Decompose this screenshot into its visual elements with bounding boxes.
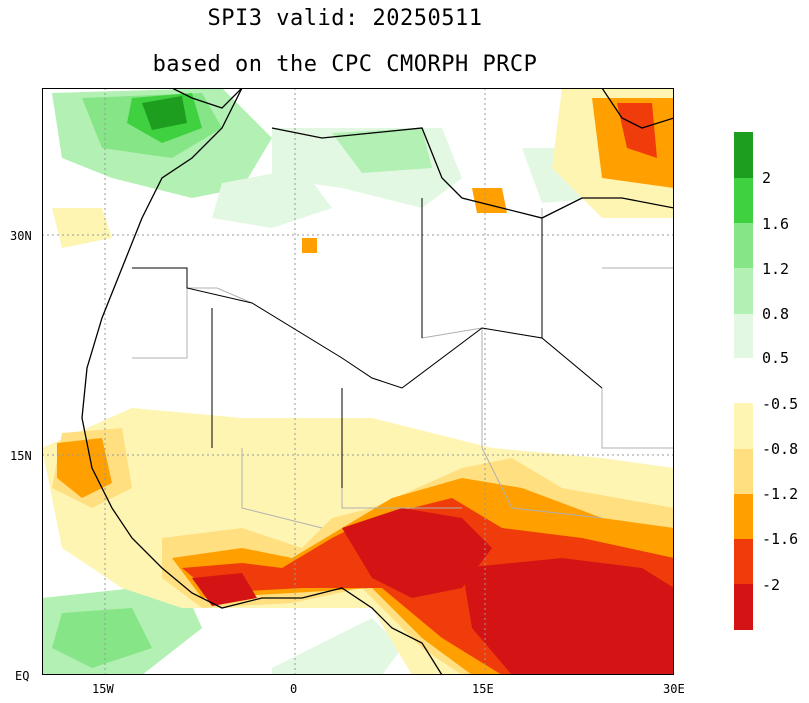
colorbar-swatch bbox=[734, 223, 753, 268]
colorbar-label: 1.2 bbox=[762, 260, 790, 278]
lon-tick-30e: 30E bbox=[663, 682, 685, 696]
colorbar-swatch bbox=[734, 494, 753, 539]
colorbar-label: -1.6 bbox=[762, 530, 799, 548]
political-borders bbox=[132, 198, 603, 488]
map-frame bbox=[42, 88, 674, 675]
lon-tick-15w: 15W bbox=[92, 682, 114, 696]
colorbar-label: -0.5 bbox=[762, 395, 799, 413]
colorbar-swatch bbox=[734, 132, 753, 178]
chart-title: SPI3 valid: 20250511 bbox=[207, 6, 483, 31]
coastline bbox=[81, 88, 674, 675]
colorbar-label: 2 bbox=[762, 169, 772, 187]
colorbar-swatch bbox=[734, 584, 753, 630]
colorbar-label: 1.6 bbox=[762, 215, 790, 233]
colorbar-swatch bbox=[734, 403, 753, 449]
colorbar-label: -0.8 bbox=[762, 440, 799, 458]
colorbar-swatch bbox=[734, 178, 753, 223]
colorbar-label: -1.2 bbox=[762, 485, 799, 503]
lat-tick-eq: EQ bbox=[15, 669, 30, 683]
graticule bbox=[42, 88, 674, 675]
colorbar-swatch bbox=[734, 314, 753, 358]
lon-tick-15e: 15E bbox=[472, 682, 494, 696]
colorbar-label: -2 bbox=[762, 576, 781, 594]
spi-map bbox=[42, 88, 674, 675]
colorbar-label: 0.8 bbox=[762, 305, 790, 323]
lat-tick-30n: 30N bbox=[10, 229, 32, 243]
anomaly-field bbox=[42, 88, 674, 675]
colorbar-swatch bbox=[734, 539, 753, 584]
lat-tick-15n: 15N bbox=[10, 449, 32, 463]
colorbar-swatch bbox=[734, 449, 753, 494]
lon-tick-0: 0 bbox=[290, 682, 298, 696]
chart-subtitle: based on the CPC CMORPH PRCP bbox=[152, 52, 538, 77]
colorbar-swatch bbox=[734, 268, 753, 314]
colorbar-label: 0.5 bbox=[762, 349, 790, 367]
